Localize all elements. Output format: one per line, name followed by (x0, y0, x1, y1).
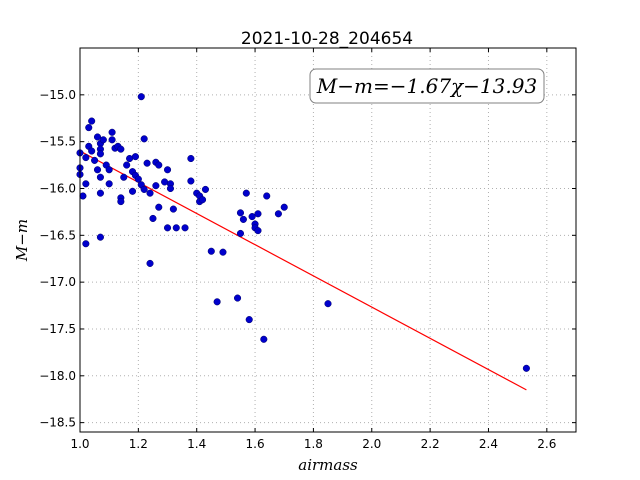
data-point (99, 136, 107, 144)
data-point (82, 240, 90, 248)
data-point (201, 185, 210, 193)
data-point (236, 209, 245, 217)
data-point (137, 93, 145, 101)
y-tick-label: −15.0 (39, 88, 76, 102)
data-point (219, 248, 227, 256)
data-point (105, 180, 113, 188)
x-tick-label: 2.2 (421, 437, 440, 451)
y-tick-label: −18.0 (39, 369, 76, 383)
x-axis-ticks: 1.0 1.2 1.4 1.6 1.8 2.0 2.2 2.4 2.6 (70, 48, 556, 451)
data-point (213, 298, 221, 306)
data-point (155, 203, 163, 211)
data-point (85, 124, 93, 132)
data-point (239, 215, 247, 223)
data-point (123, 161, 131, 169)
data-point (120, 173, 128, 181)
fit-equation-box: M−m=−1.67χ−13.93 (309, 68, 545, 104)
data-point (254, 210, 262, 218)
fit-equation: M−m=−1.67χ−13.93 (316, 74, 537, 98)
x-tick-label: 1.2 (129, 437, 148, 451)
data-point (187, 177, 195, 185)
data-point (126, 154, 134, 163)
y-tick-label: −17.5 (39, 322, 76, 336)
data-point (91, 156, 99, 164)
data-point (155, 161, 163, 169)
data-point (117, 198, 125, 206)
data-point (117, 145, 125, 153)
data-point (242, 189, 250, 197)
y-tick-label: −18.5 (39, 416, 76, 430)
y-tick-label: −16.0 (39, 181, 76, 195)
data-point (93, 166, 102, 174)
data-point (169, 205, 177, 213)
data-point (236, 229, 245, 237)
data-point (108, 128, 116, 136)
data-point (131, 153, 139, 161)
data-point (280, 203, 288, 211)
data-point (82, 180, 90, 188)
data-point (96, 189, 104, 197)
data-point (128, 187, 137, 195)
data-point (152, 182, 160, 190)
data-point (93, 133, 102, 141)
data-point (88, 117, 96, 125)
data-point (522, 364, 530, 372)
data-point (248, 213, 256, 221)
x-tick-label: 1.0 (70, 437, 89, 451)
fit-line-layer (79, 150, 527, 391)
fit-equation-frame (309, 68, 545, 104)
data-point (166, 184, 174, 193)
data-point (88, 147, 96, 155)
data-point (105, 166, 113, 174)
data-point (149, 214, 157, 223)
data-point (143, 159, 151, 167)
fit-line (79, 150, 527, 391)
data-point (96, 173, 104, 181)
data-point (198, 196, 207, 204)
chart-title: 2021-10-28_204654 (241, 29, 413, 49)
data-point (263, 192, 271, 200)
y-axis-ticks: −15.0 −15.5 −16.0 −16.5 −17.0 −17.5 −18.0 −18.5 (39, 88, 576, 430)
data-point (260, 335, 268, 343)
x-tick-label: 2.6 (537, 437, 556, 451)
data-point (172, 224, 180, 232)
data-point (163, 224, 172, 232)
data-point (245, 316, 253, 324)
x-tick-label: 2.0 (362, 437, 381, 451)
data-point (163, 166, 172, 174)
data-point (108, 136, 116, 144)
data-point (207, 247, 215, 255)
data-point (134, 175, 142, 183)
data-point (146, 189, 154, 197)
x-tick-label: 2.4 (479, 437, 498, 451)
x-axis-title: airmass (298, 456, 358, 474)
data-points (76, 93, 530, 372)
x-tick-label: 1.4 (187, 437, 206, 451)
data-point (140, 135, 148, 143)
y-tick-label: −15.5 (39, 135, 76, 149)
y-tick-label: −17.0 (39, 275, 76, 289)
data-point (181, 224, 189, 232)
data-point (140, 185, 148, 193)
data-point (324, 300, 332, 308)
data-point (96, 150, 104, 158)
grid (79, 48, 576, 432)
x-tick-label: 1.8 (304, 437, 323, 451)
data-point (274, 210, 282, 218)
x-tick-label: 1.6 (246, 437, 265, 451)
data-point (254, 227, 262, 235)
plot-frame (79, 47, 577, 433)
data-point (96, 233, 104, 241)
data-point (187, 154, 195, 163)
y-axis-title: M−m (13, 219, 31, 262)
data-point (146, 259, 154, 267)
data-point (82, 154, 90, 162)
data-point (161, 178, 169, 186)
y-tick-label: −16.5 (39, 228, 76, 242)
data-point (79, 192, 87, 200)
data-point (234, 294, 242, 302)
